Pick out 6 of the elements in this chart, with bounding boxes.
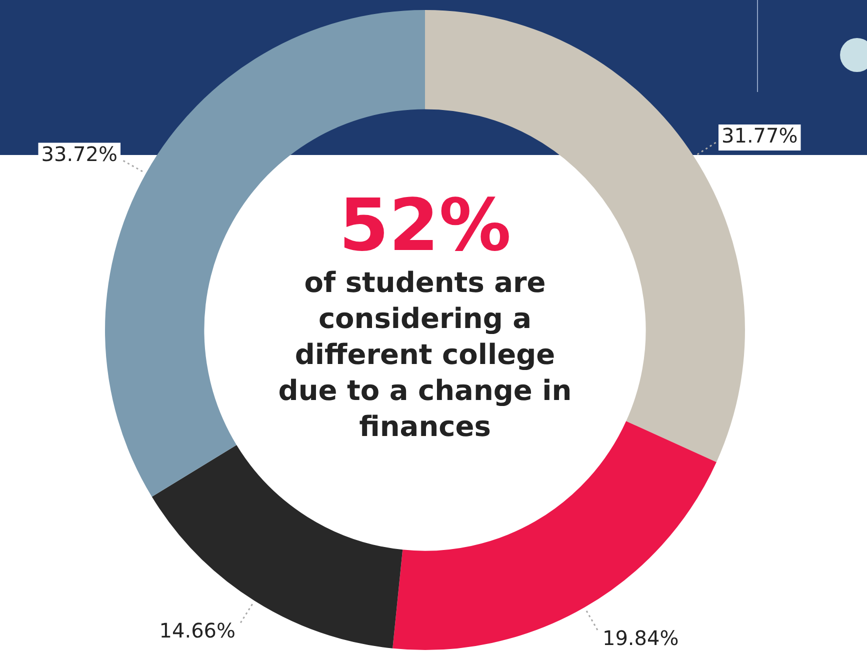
data-label: 19.84% bbox=[602, 626, 679, 650]
data-label: 33.72% bbox=[41, 142, 118, 166]
data-label: 31.77% bbox=[721, 124, 798, 148]
data-label: 14.66% bbox=[159, 618, 236, 643]
text: of students are considering a different college due to a change in finances bbox=[277, 265, 573, 445]
text: 52% bbox=[338, 183, 512, 267]
